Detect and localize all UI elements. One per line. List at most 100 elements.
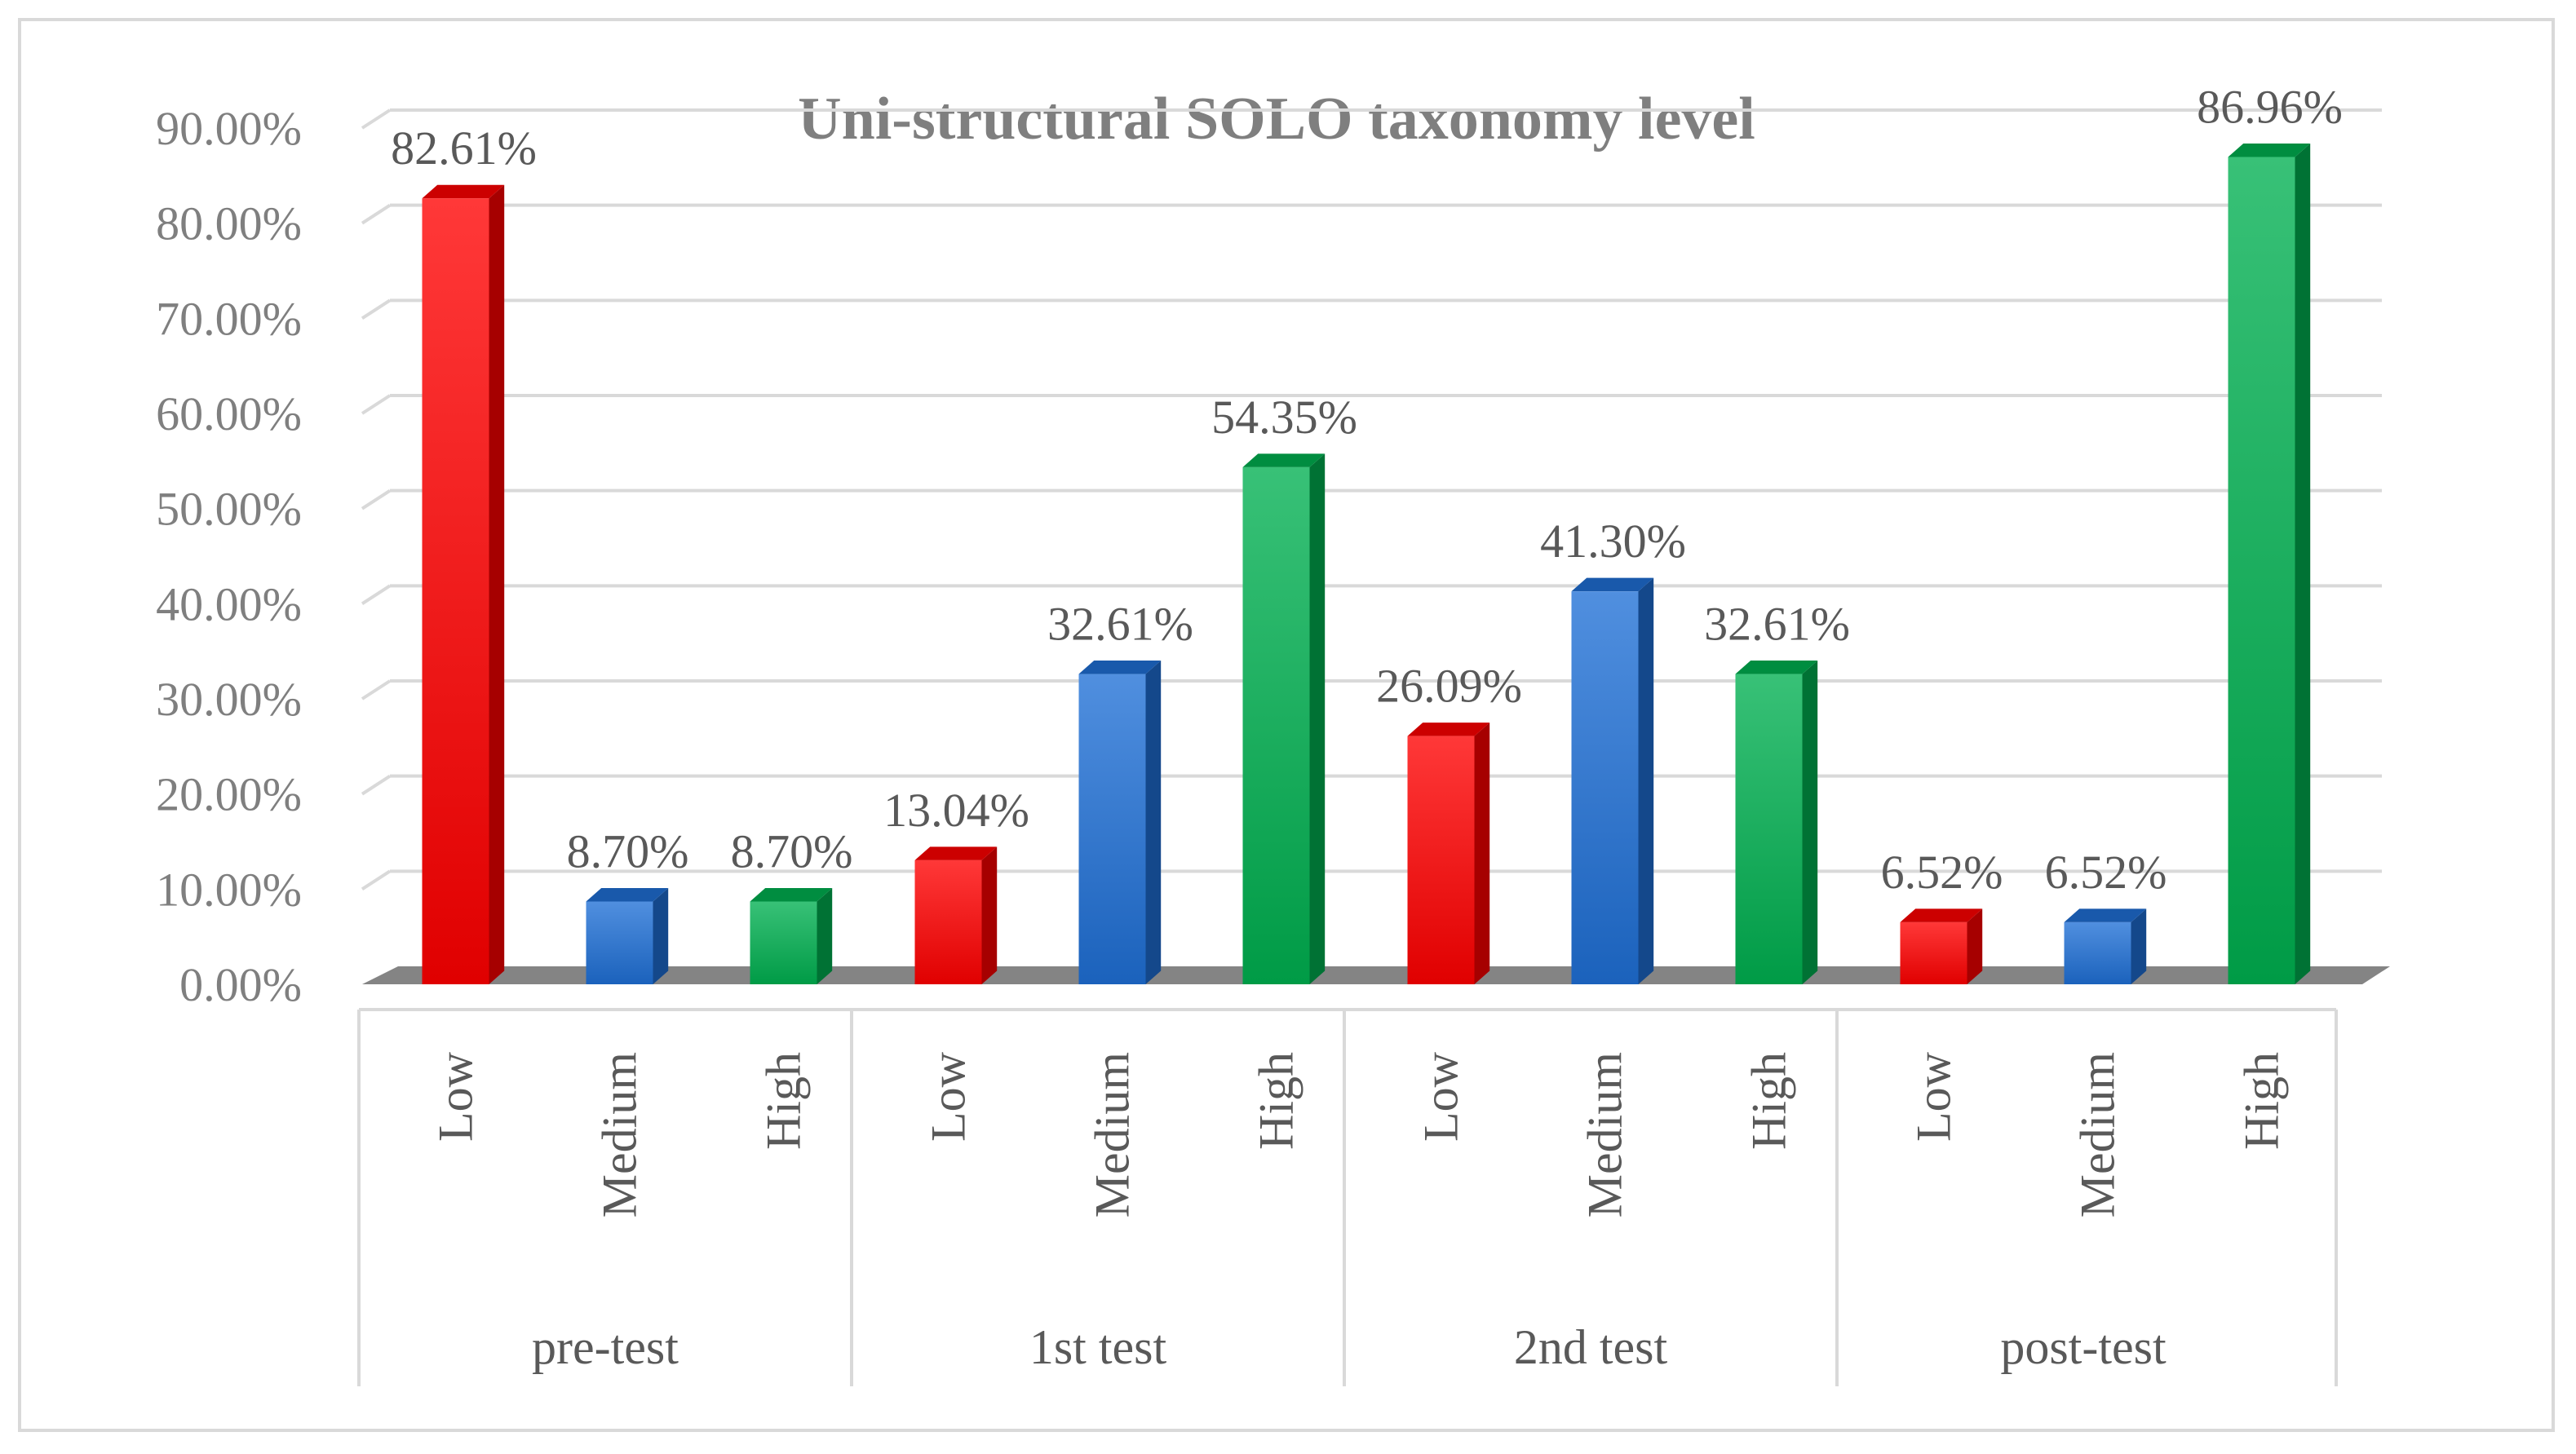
bar-side	[1309, 453, 1326, 984]
gridline-diagonal	[361, 869, 392, 891]
group-label: post-test	[2000, 1320, 2167, 1374]
bar-front	[914, 860, 982, 984]
gridline-diagonal	[361, 488, 392, 510]
x-axis: Low Medium High Low Medium High Low Medium High L…	[357, 1008, 2338, 1386]
category-label: High	[757, 1052, 811, 1150]
data-label: 54.35%	[1211, 391, 1357, 444]
bar-2nd-test-low	[1407, 723, 1490, 984]
data-label: 86.96%	[2197, 80, 2343, 133]
bar-top	[2228, 143, 2311, 157]
data-label: 6.52%	[1881, 846, 2003, 899]
bar-side	[653, 888, 669, 984]
y-tick-label: 10.00%	[156, 863, 302, 916]
bar-side	[1967, 908, 1983, 984]
category-label: Low	[429, 1051, 483, 1142]
bar-top	[2064, 908, 2147, 922]
bar-front	[1735, 674, 1803, 984]
bar-side	[2131, 908, 2147, 984]
bar-pre-test-low	[422, 184, 505, 984]
bar-top	[1407, 723, 1490, 736]
bar-front	[750, 901, 817, 984]
bar-front	[586, 901, 653, 984]
data-label: 26.09%	[1376, 660, 1522, 713]
bar-side	[1474, 723, 1490, 984]
bar-side	[981, 846, 998, 984]
gridline-diagonal	[361, 108, 392, 130]
y-tick-label: 90.00%	[156, 102, 302, 155]
bar-pre-test-medium	[586, 888, 669, 984]
bar-front	[2064, 921, 2131, 984]
group-label: 1st test	[1029, 1320, 1167, 1374]
gridline-diagonal	[361, 298, 392, 320]
data-label: 32.61%	[1704, 598, 1850, 651]
data-label: 82.61%	[391, 122, 537, 175]
bar-side	[817, 888, 833, 984]
y-tick-label: 80.00%	[156, 197, 302, 250]
category-label: Low	[1414, 1051, 1468, 1142]
y-tick-label: 30.00%	[156, 673, 302, 726]
bar-top	[1242, 453, 1326, 467]
bar-1st-test-low	[914, 846, 998, 984]
gridlines	[361, 108, 2382, 891]
gridline-diagonal	[361, 679, 392, 700]
bar-front	[1900, 921, 1967, 984]
data-label: 8.70%	[731, 825, 853, 878]
floor-shadow	[362, 966, 2390, 984]
bar-front	[1407, 736, 1475, 984]
category-label: High	[2235, 1052, 2289, 1150]
bar-side	[489, 184, 505, 984]
category-label: Medium	[1578, 1052, 1632, 1218]
gridline-diagonal	[361, 774, 392, 796]
bar-top	[1735, 661, 1818, 674]
bar-side	[2295, 143, 2311, 984]
y-tick-label: 70.00%	[156, 292, 302, 345]
gridline-diagonal	[361, 394, 392, 415]
data-label: 32.61%	[1047, 598, 1193, 651]
y-tick-label: 50.00%	[156, 483, 302, 536]
category-label: Medium	[2071, 1052, 2125, 1218]
bar-2nd-test-high	[1735, 661, 1818, 984]
group-label: pre-test	[532, 1320, 679, 1374]
y-tick-label: 0.00%	[179, 958, 302, 1011]
bar-top	[586, 888, 669, 902]
bar-post-test-high	[2228, 143, 2311, 984]
data-label: 6.52%	[2045, 846, 2167, 899]
category-label: High	[1250, 1052, 1303, 1150]
chart-floor	[362, 966, 2390, 984]
category-label: Medium	[1086, 1052, 1140, 1218]
bar-top	[422, 184, 505, 199]
category-label: Low	[922, 1051, 976, 1142]
bar-front	[1078, 674, 1146, 984]
bar-front	[1242, 466, 1310, 984]
bars	[422, 143, 2311, 984]
bar-1st-test-medium	[1078, 661, 1162, 984]
data-label: 8.70%	[567, 825, 689, 878]
bar-side	[1802, 661, 1818, 984]
bar-post-test-medium	[2064, 908, 2147, 984]
gridline-diagonal	[361, 584, 392, 606]
y-tick-label: 60.00%	[156, 387, 302, 440]
category-label: High	[1742, 1052, 1796, 1150]
bar-front	[422, 198, 489, 984]
y-tick-label: 20.00%	[156, 768, 302, 821]
bar-pre-test-high	[750, 888, 833, 984]
bar-top	[1078, 661, 1162, 674]
bar-side	[1145, 661, 1162, 984]
bar-top	[1571, 577, 1654, 592]
data-labels: 82.61% 8.70% 8.70% 13.04% 32.61% 54.35% 26.09%…	[391, 80, 2343, 898]
group-label: 2nd test	[1514, 1320, 1668, 1374]
data-label: 13.04%	[883, 784, 1029, 837]
bar-2nd-test-medium	[1571, 577, 1654, 984]
bar-top	[914, 846, 998, 860]
chart-title: Uni-structural SOLO taxonomy level	[798, 86, 1755, 152]
bar-side	[1638, 577, 1654, 984]
bar-1st-test-high	[1242, 453, 1326, 984]
category-label: Low	[1907, 1051, 1961, 1142]
gridline-diagonal	[361, 203, 392, 225]
bar-front	[1571, 591, 1639, 984]
bar-front	[2228, 157, 2295, 984]
bar-top	[1900, 908, 1983, 922]
category-label: Medium	[593, 1052, 647, 1218]
bar-top	[750, 888, 833, 902]
